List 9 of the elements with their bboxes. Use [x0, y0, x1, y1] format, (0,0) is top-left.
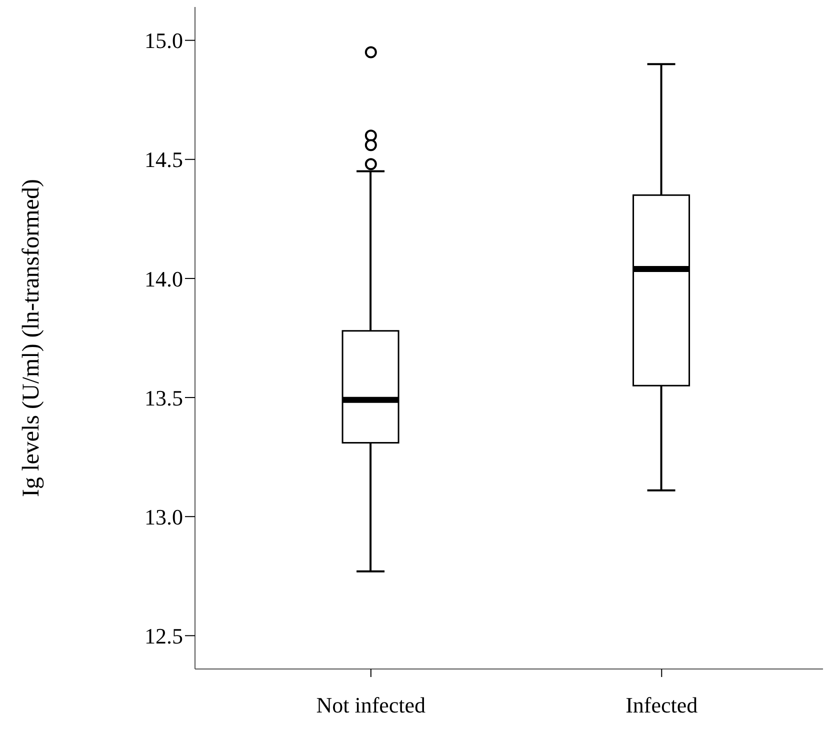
y-tick-label: 14.5	[144, 147, 183, 172]
y-tick-label: 12.5	[144, 623, 183, 648]
y-axis-title: Ig levels (U/ml) (ln-transformed)	[18, 179, 45, 497]
y-tick-label: 15.0	[144, 28, 183, 54]
x-tick-label: Infected	[626, 692, 698, 718]
y-tick-label: 13.5	[144, 385, 183, 410]
y-tick-label: 13.0	[144, 504, 183, 530]
x-tick-label: Not infected	[316, 692, 426, 718]
y-tick-label: 14.0	[144, 266, 183, 292]
